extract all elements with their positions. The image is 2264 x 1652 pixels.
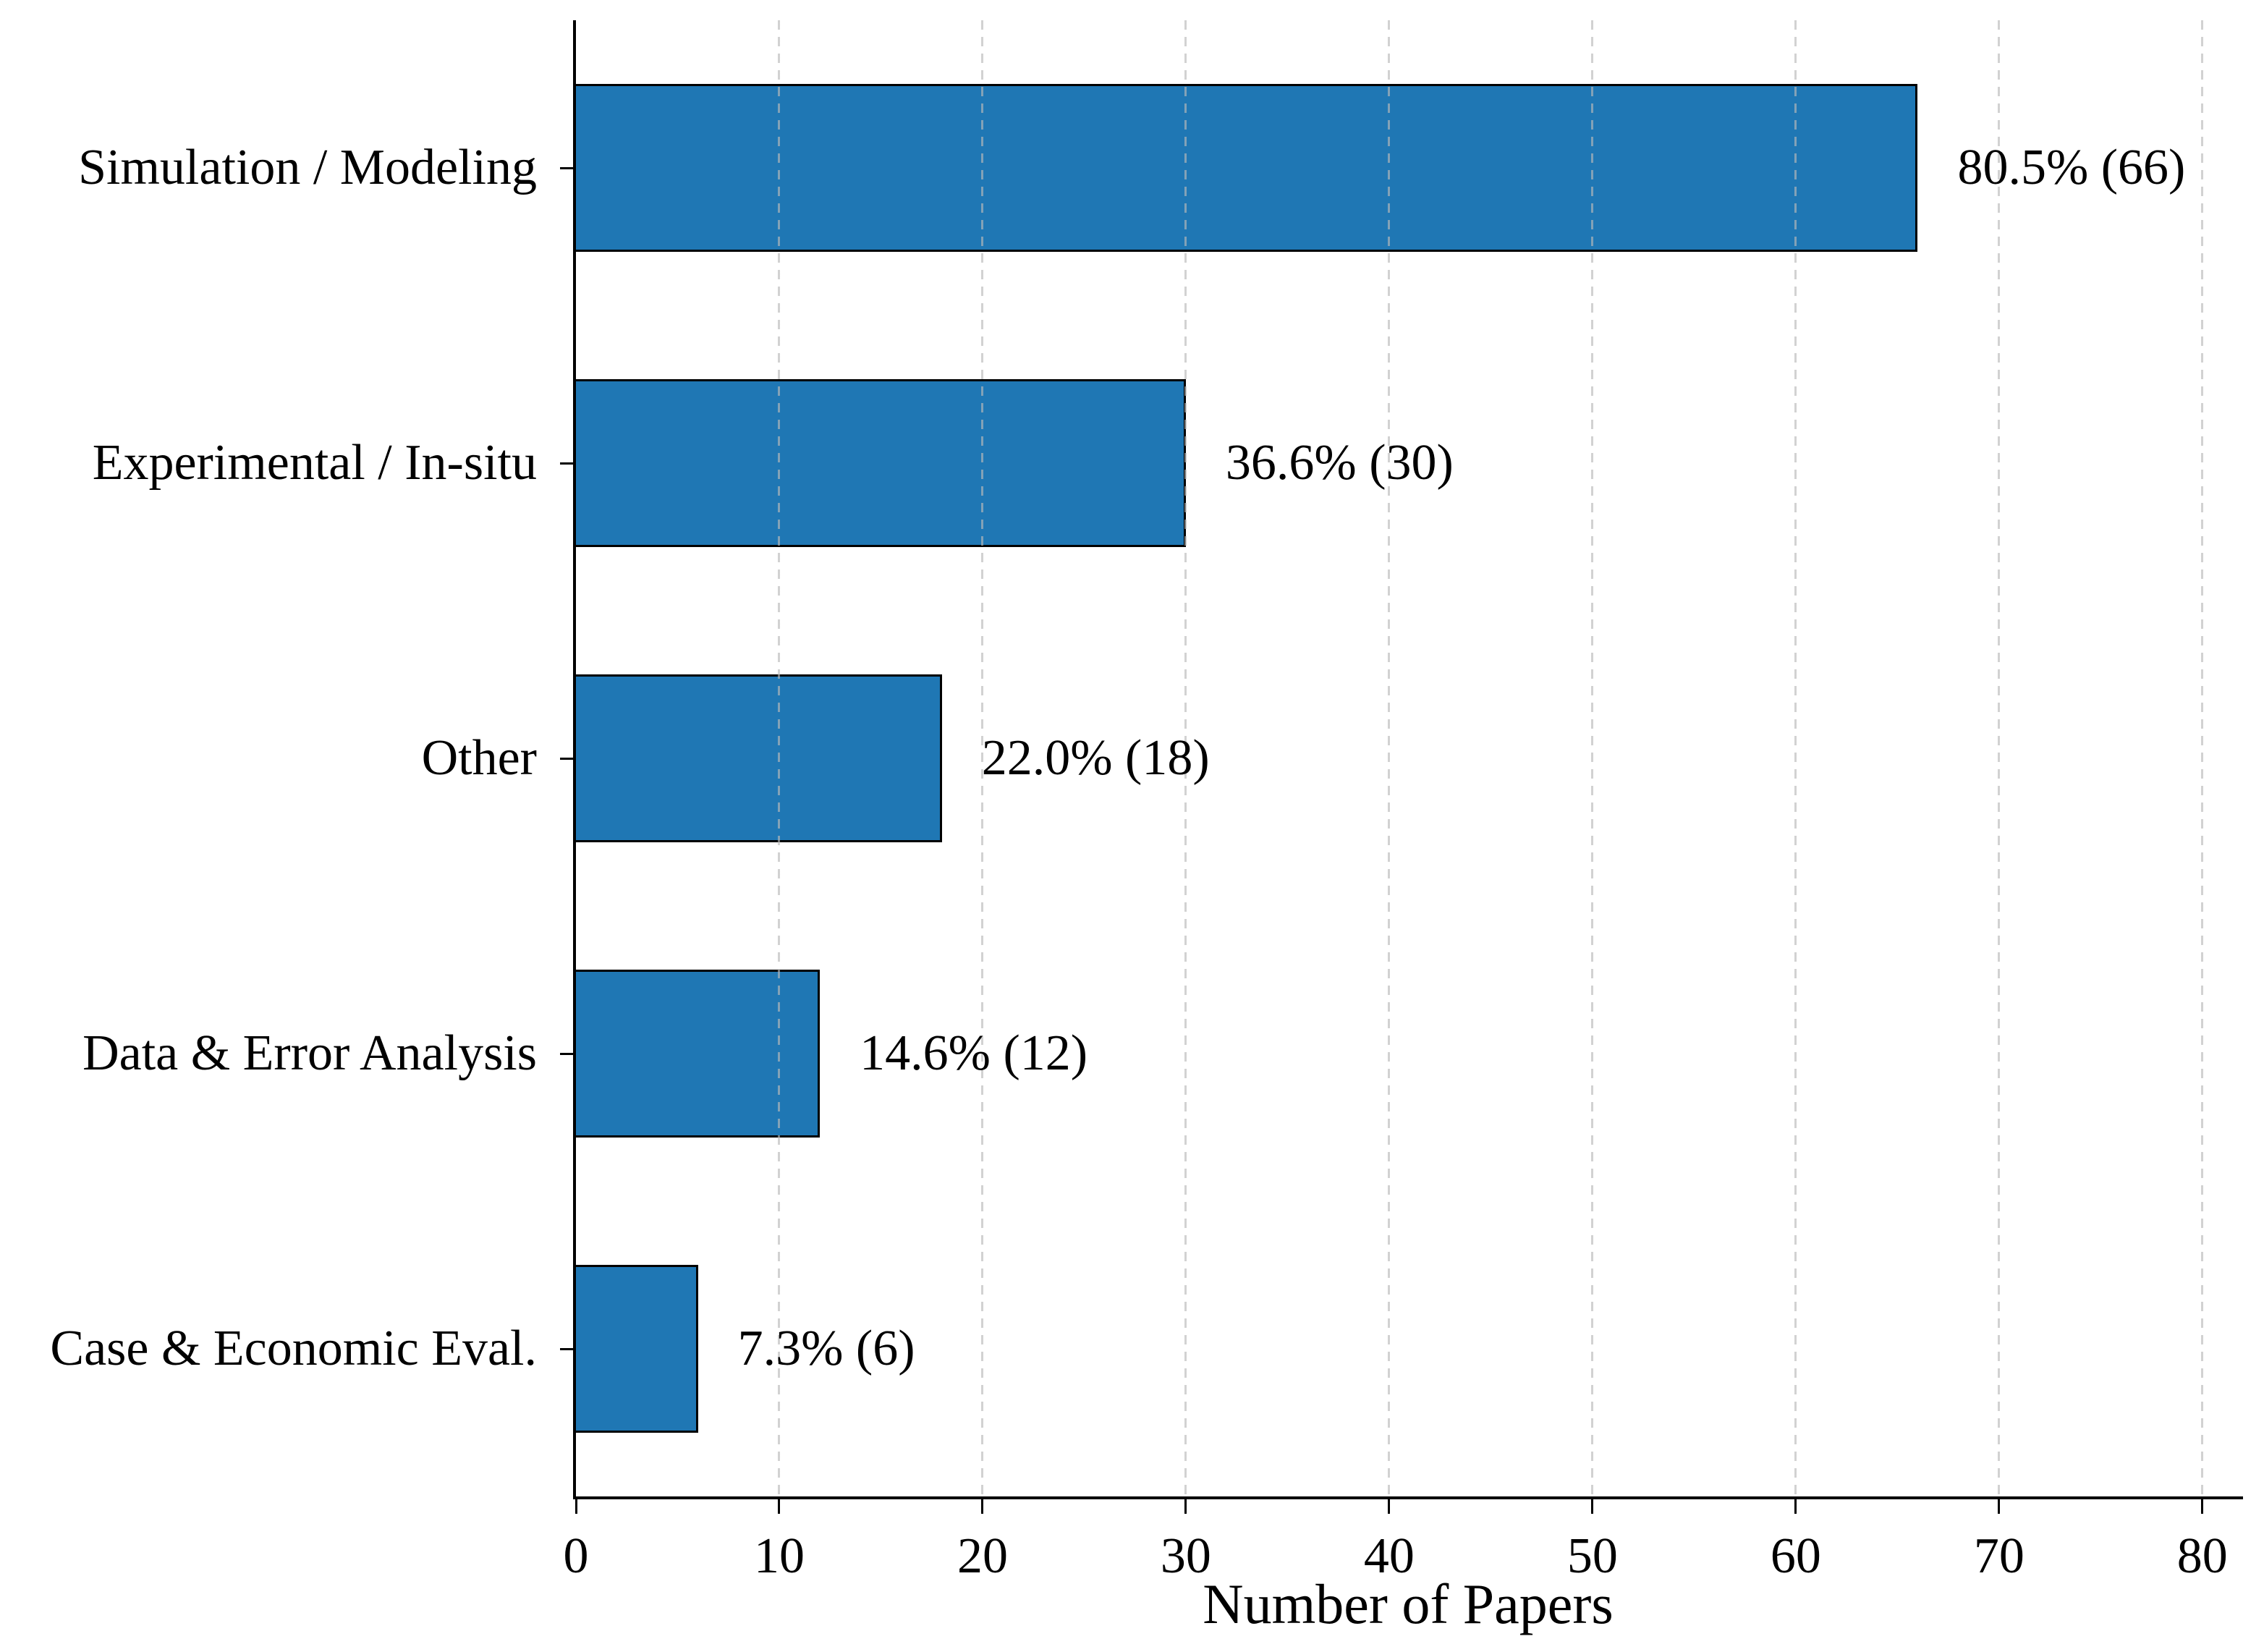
plot-area: 80.5% (66) 36.6% (30) 22.0% (18) 14.6% (12)… <box>560 20 2243 1582</box>
y-axis-tick <box>560 757 573 760</box>
x-axis-tick <box>1794 1496 1797 1514</box>
x-tick-label: 80 <box>2176 1528 2228 1584</box>
value-label: 80.5% (66) <box>1957 140 2186 195</box>
bar <box>576 1265 698 1433</box>
x-axis-tick <box>2201 1496 2204 1514</box>
category-label: Data & Error Analysis <box>82 1025 537 1081</box>
x-tick-label: 60 <box>1770 1528 1821 1584</box>
x-axis-label: Number of Papers <box>1203 1572 1614 1635</box>
bar <box>576 379 1186 547</box>
x-tick-label: 40 <box>1363 1528 1415 1584</box>
value-label: 7.3% (6) <box>737 1321 915 1376</box>
y-axis-tick <box>560 1052 573 1055</box>
y-axis-tick <box>560 166 573 169</box>
x-axis-tick <box>1998 1496 2001 1514</box>
x-axis-tick <box>1591 1496 1594 1514</box>
y-axis-tick <box>560 462 573 465</box>
x-tick-label: 70 <box>1973 1528 2025 1584</box>
x-tick-label: 0 <box>563 1528 589 1584</box>
bar <box>576 84 1918 252</box>
x-tick-label: 20 <box>957 1528 1008 1584</box>
x-axis-tick <box>778 1496 781 1514</box>
y-axis-tick <box>560 1347 573 1350</box>
gridline <box>1998 20 2001 1496</box>
x-axis-tick <box>981 1496 984 1514</box>
category-label: Simulation / Modeling <box>78 140 537 195</box>
bar <box>576 674 942 842</box>
x-tick-label: 30 <box>1160 1528 1211 1584</box>
category-label: Case & Economic Eval. <box>50 1321 537 1376</box>
value-label: 22.0% (18) <box>981 730 1210 786</box>
bar <box>576 970 821 1138</box>
value-label: 36.6% (30) <box>1225 435 1454 491</box>
x-axis-tick <box>575 1496 577 1514</box>
x-tick-label: 50 <box>1566 1528 1618 1584</box>
category-label: Experimental / In-situ <box>92 435 537 491</box>
x-axis-tick <box>1184 1496 1187 1514</box>
gridline <box>2201 20 2204 1496</box>
x-axis-tick <box>1388 1496 1391 1514</box>
category-label: Other <box>421 730 537 786</box>
x-tick-label: 10 <box>753 1528 805 1584</box>
value-label: 14.6% (12) <box>860 1025 1088 1081</box>
